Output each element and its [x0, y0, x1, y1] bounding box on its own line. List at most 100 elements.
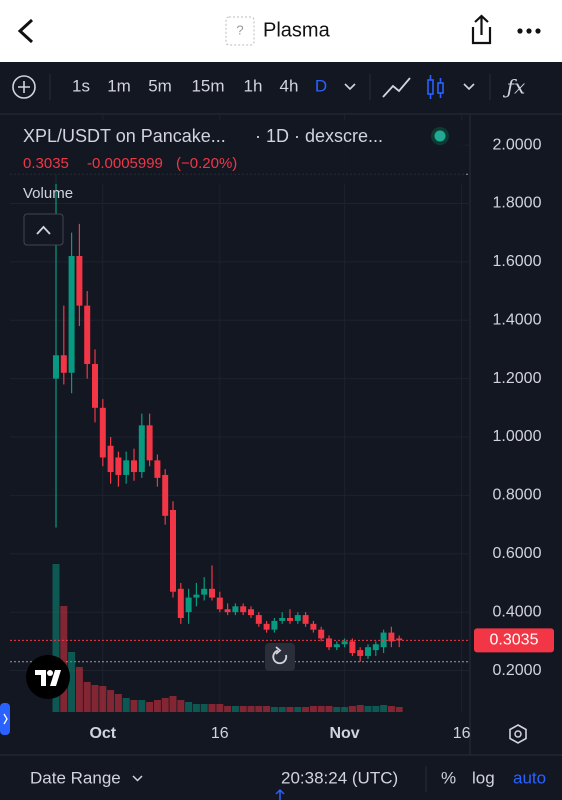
volume-bar [263, 706, 271, 712]
percent-toggle[interactable]: % [441, 768, 456, 787]
volume-bar [200, 704, 208, 712]
interval-button-active[interactable]: D [315, 76, 327, 95]
candle-body [388, 632, 395, 642]
volume-bar [60, 606, 68, 712]
y-tick-label: 1.6000 [493, 253, 542, 270]
log-toggle[interactable]: log [472, 768, 495, 787]
volume-bar [185, 702, 193, 712]
more-button[interactable] [517, 28, 541, 34]
last-price-tag [474, 628, 554, 653]
header [0, 0, 562, 62]
symbol-name: XPL/USDT on Pancake... [23, 126, 226, 146]
collapse-button[interactable] [23, 213, 64, 246]
candle-body [92, 364, 98, 408]
y-tick-label: 1.4000 [493, 311, 542, 328]
volume-bar [278, 707, 286, 712]
volume-bar [224, 706, 232, 712]
settings-button-center [514, 730, 522, 738]
volume-bar [52, 564, 60, 712]
interval-button[interactable]: 15m [191, 76, 224, 95]
back-button[interactable] [17, 18, 34, 44]
line-style-button[interactable] [382, 77, 411, 98]
volume-bar [153, 700, 161, 712]
candle-body [154, 460, 161, 478]
volume-bar [99, 686, 107, 712]
volume-bar [130, 700, 138, 712]
settings-button[interactable] [509, 724, 527, 744]
volume-bar [302, 707, 310, 712]
candle-body [302, 615, 309, 624]
indicators-button[interactable]: ƒx [503, 75, 526, 99]
y-tick-label: 0.8000 [493, 487, 542, 504]
last-price: 0.3035 [23, 155, 69, 172]
volume-bar [364, 706, 372, 712]
candle-body [201, 588, 208, 595]
side-panel-tab[interactable] [0, 703, 10, 735]
add-button[interactable] [12, 75, 36, 99]
share-button[interactable] [471, 14, 492, 45]
candle-body [216, 597, 223, 610]
token-icon [225, 16, 255, 46]
volume-bar [247, 706, 255, 712]
volume-bar [395, 707, 403, 712]
volume-bar [325, 706, 333, 712]
date-range-button[interactable]: Date Range [30, 768, 121, 787]
volume-bar [231, 706, 239, 712]
volume-bar [239, 706, 247, 712]
volume-bar [177, 700, 185, 712]
y-tick-label: 0.2000 [493, 662, 542, 679]
x-tick-label: 16 [453, 725, 471, 742]
candle-body [84, 305, 91, 365]
volume-bar [114, 694, 122, 712]
volume-bar [91, 685, 99, 712]
candle-body [349, 641, 356, 654]
candle-body [365, 647, 371, 656]
y-tick-label: 1.0000 [493, 428, 542, 445]
price-change: -0.0005999 [87, 155, 163, 172]
x-tick-label: Nov [329, 725, 359, 742]
reset-button[interactable] [265, 643, 295, 671]
candle-body [255, 615, 262, 624]
candle-style-button[interactable] [427, 75, 444, 99]
candle-body [357, 650, 364, 656]
volume-bar [294, 707, 302, 712]
clock-arrow [275, 788, 285, 800]
candle-body [240, 606, 247, 613]
y-tick-label: 1.2000 [493, 370, 542, 387]
candle-body [185, 597, 192, 613]
volume-label: Volume [23, 185, 73, 202]
interval-dropdown[interactable] [344, 83, 356, 91]
volume-bar [83, 682, 91, 712]
side-panel-arrow [3, 713, 8, 725]
candle-body [248, 609, 254, 616]
auto-toggle[interactable]: auto [513, 768, 546, 787]
candle-body [224, 609, 231, 613]
volume-bar [75, 667, 83, 712]
interval-button[interactable]: 4h [280, 76, 299, 95]
candle-body [279, 617, 286, 621]
tradingview-logo[interactable] [26, 655, 70, 699]
candle-body [60, 355, 67, 373]
style-dropdown[interactable] [463, 83, 475, 91]
plot: 0.2000 0.4000 0.6000 0.8000 1.0000 1.2000 1.40… [10, 115, 542, 742]
candle-body [193, 594, 200, 598]
candle-body [396, 638, 403, 641]
candle-body [232, 606, 239, 613]
volume-bar [286, 707, 294, 712]
interval-button[interactable]: 5m [148, 76, 172, 95]
candle-body [294, 615, 301, 621]
x-tick-label: Oct [89, 725, 116, 742]
candle-body [138, 425, 145, 473]
date-range-dropdown[interactable] [132, 775, 143, 782]
candle-body [99, 407, 106, 458]
candle-body [146, 425, 153, 461]
interval-button[interactable]: 1s [72, 76, 90, 95]
volume-bar [387, 706, 395, 712]
candle-body [76, 256, 83, 306]
interval-button[interactable]: 1m [107, 76, 131, 95]
interval-button[interactable]: 1h [244, 76, 263, 95]
y-tick-label: 0.6000 [493, 545, 542, 562]
legend-backdrop [10, 120, 465, 184]
candle-body [333, 644, 340, 648]
